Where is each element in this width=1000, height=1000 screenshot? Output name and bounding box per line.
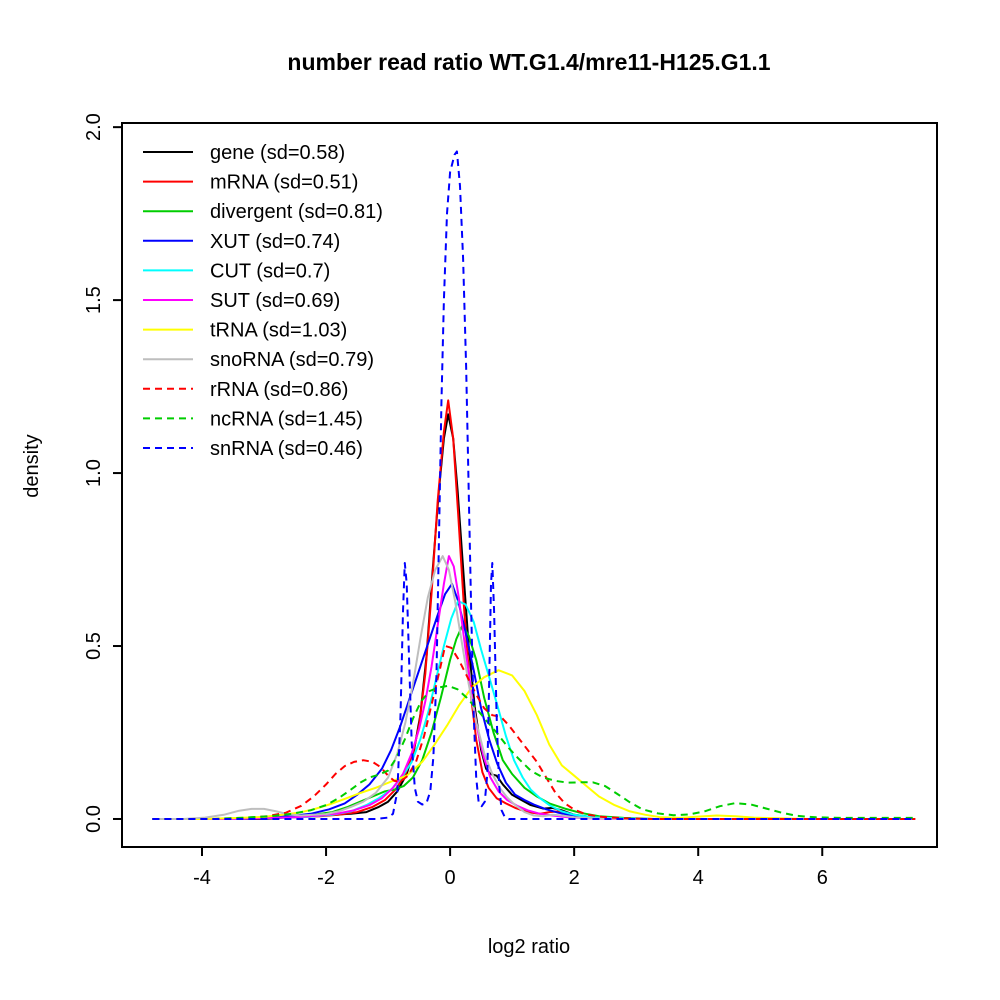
legend-label-gene: gene (sd=0.58) bbox=[210, 142, 345, 164]
x-axis: -4 -2 0 2 4 6 bbox=[193, 847, 828, 889]
curve-rRNA bbox=[152, 645, 916, 820]
legend-label-divergent: divergent (sd=0.81) bbox=[210, 201, 383, 223]
curve-ncRNA bbox=[152, 684, 916, 820]
y-axis-title: density bbox=[21, 434, 43, 497]
curve-SUT bbox=[152, 555, 916, 820]
legend-label-rRNA: rRNA (sd=0.86) bbox=[210, 379, 348, 401]
x-tick-label: 2 bbox=[569, 867, 580, 889]
y-tick-label: 0.5 bbox=[83, 632, 105, 660]
plot-box bbox=[121, 122, 938, 848]
curve-tRNA bbox=[152, 669, 916, 820]
curves-group bbox=[152, 150, 916, 820]
legend-label-mRNA: mRNA (sd=0.51) bbox=[210, 172, 358, 194]
x-axis-title: log2 ratio bbox=[488, 936, 570, 958]
x-tick-label: 0 bbox=[445, 867, 456, 889]
legend-label-XUT: XUT (sd=0.74) bbox=[210, 231, 340, 253]
curve-XUT bbox=[152, 582, 916, 820]
legend-label-tRNA: tRNA (sd=1.03) bbox=[210, 320, 347, 342]
curve-snRNA bbox=[152, 150, 916, 820]
curve-mRNA bbox=[152, 399, 916, 820]
legend-label-snRNA: snRNA (sd=0.46) bbox=[210, 438, 363, 460]
x-tick-label: -2 bbox=[317, 867, 335, 889]
legend: gene (sd=0.58) mRNA (sd=0.51) divergent (s… bbox=[143, 142, 383, 460]
chart-title: number read ratio WT.G1.4/mre11-H125.G1.… bbox=[287, 49, 770, 75]
legend-label-CUT: CUT (sd=0.7) bbox=[210, 260, 330, 282]
y-axis: 0.0 0.5 1.0 1.5 2.0 bbox=[83, 113, 122, 833]
legend-label-ncRNA: ncRNA (sd=1.45) bbox=[210, 408, 363, 430]
curve-snoRNA bbox=[152, 555, 916, 820]
y-tick-label: 2.0 bbox=[83, 113, 105, 141]
x-tick-label: 4 bbox=[693, 867, 704, 889]
y-tick-label: 1.0 bbox=[83, 459, 105, 487]
y-tick-label: 0.0 bbox=[83, 805, 105, 833]
legend-label-SUT: SUT (sd=0.69) bbox=[210, 290, 340, 312]
x-tick-label: -4 bbox=[193, 867, 211, 889]
x-tick-label: 6 bbox=[817, 867, 828, 889]
y-tick-label: 1.5 bbox=[83, 286, 105, 314]
legend-label-snoRNA: snoRNA (sd=0.79) bbox=[210, 349, 374, 371]
curve-divergent bbox=[152, 624, 916, 820]
